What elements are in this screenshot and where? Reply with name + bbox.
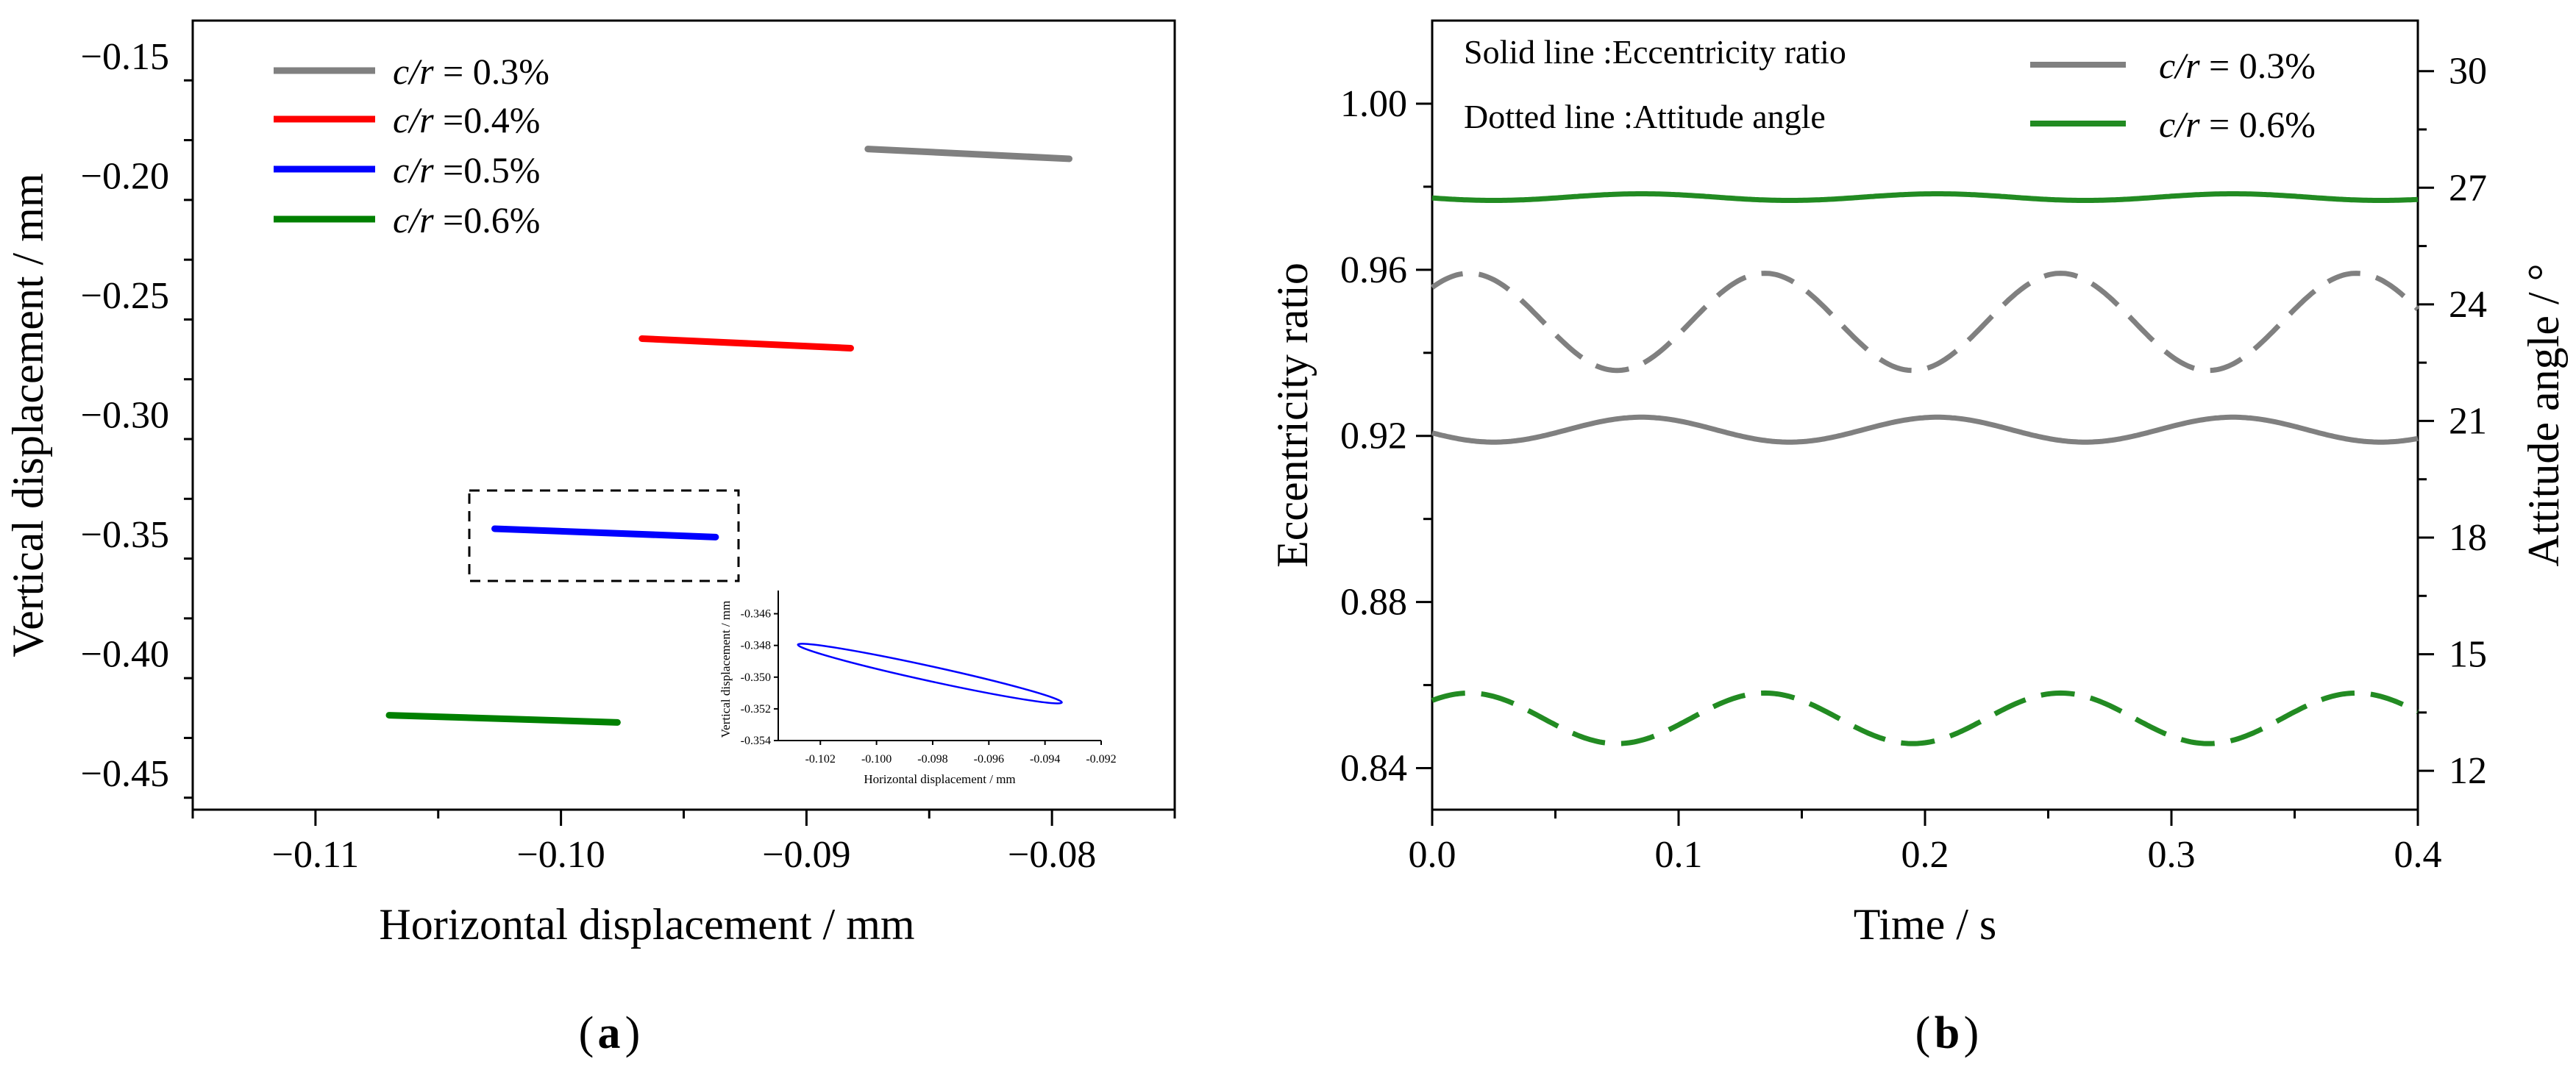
annotation-solid-line: Solid line :Eccentricity ratio <box>1464 33 1846 71</box>
x-tick-label: −0.10 <box>516 834 605 876</box>
attitude-angle-line <box>1430 271 2420 374</box>
x-axis-label: Time / s <box>1854 900 1997 949</box>
y-tick-label: −0.40 <box>81 634 169 676</box>
x-tick-label: 0.1 <box>1655 834 1703 876</box>
x-tick-label: 0.2 <box>1901 834 1949 876</box>
panel-label: b <box>1935 1008 1960 1058</box>
legend-label: c/r = 0.6% <box>2159 104 2316 145</box>
y-axis-label: Vertical displacement / mm <box>4 173 52 657</box>
inset-x-tick-label: -0.102 <box>805 753 836 766</box>
inset-x-axis-label: Horizontal displacement / mm <box>864 772 1015 786</box>
y2-tick-label: 27 <box>2449 167 2487 209</box>
y2-tick-label: 12 <box>2449 750 2487 792</box>
y2-tick-label: 15 <box>2449 634 2487 676</box>
y-tick-label: −0.15 <box>81 36 169 78</box>
panel-b: 0.0 0.1 0.2 0.3 0.4 0.84 0.88 0.92 0.96 1.00 12 15 1… <box>1268 19 2568 1058</box>
legend-label: c/r = 0.3% <box>2159 45 2316 86</box>
inset-orbit <box>797 643 1063 705</box>
panel-label-open: ( <box>579 1008 594 1058</box>
y-tick-label: 0.96 <box>1340 249 1407 291</box>
inset-y-tick-label: -0.348 <box>741 640 771 652</box>
zoom-box <box>468 489 740 582</box>
y-tick-label: 1.00 <box>1340 83 1407 125</box>
panel-a: −0.11 −0.10 −0.09 −0.08 −0.15 −0.20 −0.25 −0.30… <box>4 19 1176 1058</box>
series-line <box>491 525 719 541</box>
inset-y-tick-label: -0.350 <box>741 671 771 684</box>
y2-axis-label: Attitude angle / ° <box>2519 263 2568 566</box>
x-tick-label: 0.4 <box>2394 834 2442 876</box>
inset-x-tick-label: -0.094 <box>1030 753 1060 766</box>
panel-label-open: ( <box>1915 1008 1931 1058</box>
plot-frame <box>191 19 1176 811</box>
legend-label: c/r =0.4% <box>393 99 540 140</box>
y-tick-label: −0.20 <box>81 155 169 197</box>
inset-y-axis-label: Vertical displacement / mm <box>719 601 733 738</box>
inset-y-tick-label: -0.352 <box>741 703 771 716</box>
legend-label: c/r = 0.3% <box>393 51 549 92</box>
inset-x-tick-label: -0.092 <box>1086 753 1116 766</box>
x-tick-label: −0.11 <box>272 834 359 876</box>
legend-label: c/r =0.5% <box>393 149 540 190</box>
inset-x-tick-label: -0.096 <box>974 753 1004 766</box>
y-tick-label: 0.84 <box>1340 748 1407 790</box>
inset: -0.102 -0.100 -0.098 -0.096 -0.094 -0.092 -0.3… <box>719 591 1117 786</box>
y-tick-label: 0.92 <box>1340 415 1407 457</box>
y-tick-label: −0.30 <box>81 395 169 437</box>
x-tick-label: 0.3 <box>2148 834 2196 876</box>
x-tick-label: −0.09 <box>762 834 850 876</box>
inset-x-tick-label: -0.098 <box>917 753 947 766</box>
y-tick-label: −0.35 <box>81 514 169 556</box>
inset-y-tick-label: -0.346 <box>741 608 771 621</box>
x-axis-label: Horizontal displacement / mm <box>379 900 914 949</box>
y-axis-label: Eccentricity ratio <box>1268 263 1317 568</box>
y-tick-label: −0.45 <box>81 753 169 795</box>
series-line <box>864 146 1072 163</box>
y2-tick-label: 30 <box>2449 51 2487 93</box>
eccentricity-line <box>1431 191 2419 203</box>
panel-label-close: ) <box>625 1008 641 1058</box>
inset-x-tick-label: -0.100 <box>861 753 892 766</box>
y2-tick-label: 18 <box>2449 517 2487 559</box>
panel-label: a <box>598 1008 621 1058</box>
legend-label: c/r =0.6% <box>393 199 540 240</box>
attitude-angle-line <box>1431 690 2419 746</box>
x-tick-label: −0.08 <box>1008 834 1096 876</box>
y2-tick-label: 24 <box>2449 284 2487 326</box>
y-tick-label: 0.88 <box>1340 582 1407 624</box>
inset-y-tick-label: -0.354 <box>741 735 771 747</box>
panel-label-close: ) <box>1964 1008 1979 1058</box>
y2-tick-label: 21 <box>2449 400 2487 442</box>
annotation-dotted-line: Dotted line :Attitude angle <box>1464 98 1826 135</box>
eccentricity-line <box>1431 414 2419 445</box>
series-line <box>385 712 621 726</box>
y-tick-label: −0.25 <box>81 275 169 317</box>
series-line <box>638 335 854 352</box>
x-tick-label: 0.0 <box>1409 834 1456 876</box>
